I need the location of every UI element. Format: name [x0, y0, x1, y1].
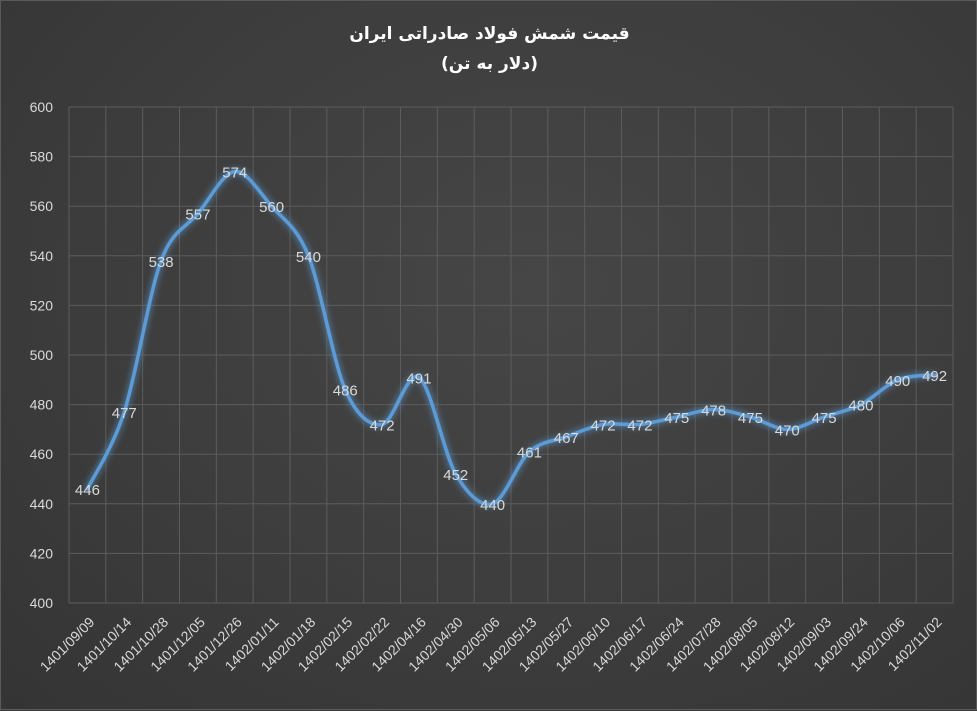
data-point: [270, 204, 274, 208]
data-point: [564, 435, 568, 439]
data-point: [712, 408, 716, 412]
chart-title: قیمت شمش فولاد صادراتی ایران: [349, 24, 630, 44]
data-point: [417, 375, 421, 379]
data-point: [748, 415, 752, 419]
data-label: 475: [738, 410, 763, 427]
y-tick-label: 600: [30, 99, 54, 115]
data-point: [859, 403, 863, 407]
data-point: [933, 373, 937, 377]
data-label: 472: [627, 417, 652, 434]
y-tick-label: 460: [30, 446, 54, 462]
data-label: 477: [112, 405, 137, 422]
data-label: 491: [406, 370, 431, 387]
data-point: [491, 502, 495, 506]
y-tick-label: 520: [30, 297, 54, 313]
y-tick-label: 400: [30, 595, 54, 611]
y-tick-label: 480: [30, 397, 54, 413]
price-series-line: [85, 169, 937, 507]
data-label: 475: [812, 410, 837, 427]
data-label: 472: [370, 417, 395, 434]
data-point: [233, 169, 237, 173]
y-tick-label: 540: [30, 248, 54, 264]
data-point: [896, 378, 900, 382]
data-label: 467: [554, 430, 579, 447]
data-label: 475: [664, 410, 689, 427]
data-label: 540: [296, 249, 321, 266]
chart-subtitle: (دلار به تن): [441, 54, 538, 74]
gridlines: [68, 106, 954, 604]
data-point: [454, 472, 458, 476]
data-point: [122, 410, 126, 414]
data-label: 470: [775, 422, 800, 439]
x-axis-ticks: 1401/09/091401/10/141401/10/281401/12/05…: [37, 614, 945, 675]
data-labels: 446 477 538 557 574 560 540 486 472 491 452 440 461 4…: [75, 164, 947, 513]
data-point: [601, 422, 605, 426]
data-label: 490: [885, 373, 910, 390]
data-point: [638, 422, 642, 426]
y-axis-ticks: 400 420 440 460 480 500 520 540 560 580 600: [30, 99, 54, 611]
data-label: 492: [922, 368, 947, 385]
data-point: [159, 259, 163, 263]
data-point: [343, 388, 347, 392]
data-point: [380, 422, 384, 426]
data-label: 574: [222, 164, 247, 181]
chart-title-block: قیمت شمش فولاد صادراتی ایران (دلار به تن…: [1, 19, 977, 79]
data-point: [85, 487, 89, 491]
data-point: [196, 212, 200, 216]
y-tick-label: 440: [30, 496, 54, 512]
series-line-group: [85, 169, 937, 507]
data-label: 560: [259, 199, 284, 216]
data-label: 478: [701, 403, 726, 420]
data-label: 440: [480, 497, 505, 514]
y-tick-label: 560: [30, 198, 54, 214]
data-label: 461: [517, 445, 542, 462]
data-label: 452: [443, 467, 468, 484]
data-point: [822, 415, 826, 419]
data-label: 557: [185, 207, 210, 224]
data-label: 472: [591, 417, 616, 434]
y-tick-label: 580: [30, 149, 54, 165]
data-label: 480: [848, 398, 873, 415]
data-point: [785, 427, 789, 431]
data-point: [306, 254, 310, 258]
data-point: [527, 450, 531, 454]
data-point: [675, 415, 679, 419]
data-label: 538: [149, 254, 174, 271]
data-label: 486: [333, 383, 358, 400]
y-tick-label: 500: [30, 347, 54, 363]
data-label: 446: [75, 482, 100, 499]
y-tick-label: 420: [30, 545, 54, 561]
